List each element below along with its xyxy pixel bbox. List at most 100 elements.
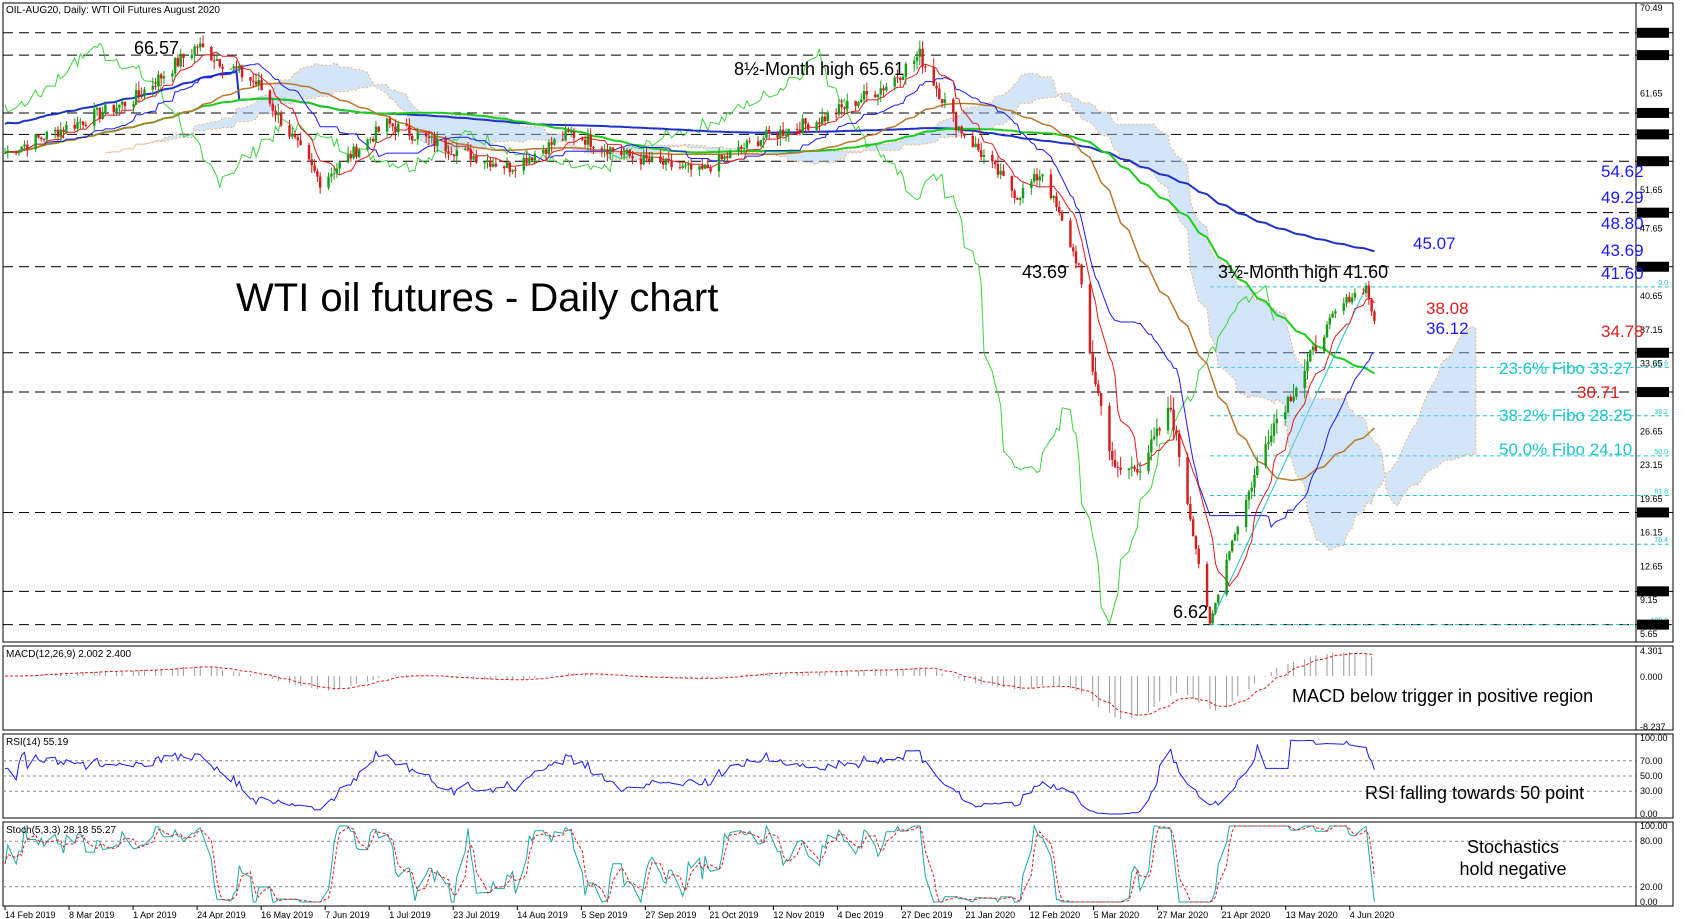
candle-body [483,162,486,164]
price-tick-14: 33.65 [1640,359,1663,369]
candle-body [355,146,358,157]
candle-body [318,176,322,188]
candle-body [352,146,355,159]
candle-body [840,104,843,108]
candle-body [1289,396,1292,402]
candle-body [1049,174,1053,199]
candle-body [1166,407,1170,431]
candle-body [553,139,556,145]
candle-body [837,104,841,115]
candle-body [993,161,997,165]
candle-body [807,123,810,130]
candle-body [542,149,545,154]
candle-body [274,110,277,116]
price-tick-17: 23.15 [1640,460,1663,470]
label-support-3071: 30.71 [1577,383,1620,402]
candle-body [1247,491,1251,501]
price-tick-box-15 [1637,387,1669,398]
candle-body [1155,428,1159,437]
label-tenkan-value: 38.08 [1426,299,1469,318]
price-tick-box-6 [1637,156,1669,167]
candle-body [609,147,612,155]
candle-body [62,129,65,133]
candle-body [1041,174,1044,177]
candle-body [586,134,590,145]
price-tick-box-8 [1637,207,1669,218]
candle-body [430,136,433,139]
candle-body [1348,296,1351,303]
candle-body [963,133,966,136]
candle-body [405,124,408,126]
candle-body [1267,442,1270,445]
candle-body [873,94,877,98]
label-sma200-value: 45.07 [1413,234,1456,253]
candle-body [1208,606,1212,624]
candle-body [1077,263,1081,265]
candle-body [762,137,765,141]
time-tick-3: 24 Apr 2019 [197,910,246,919]
candle-body [330,173,333,177]
candle-body [689,164,693,170]
candle-body [137,90,141,96]
candle-body [388,118,392,124]
candle-body [123,101,127,107]
candle-body [410,135,414,141]
candle-body [860,99,863,103]
stoch-tick-3: 0.00 [1640,897,1658,907]
label-kijun-value: 36.12 [1426,319,1469,338]
candle-body [1370,299,1373,312]
candle-body [974,143,977,148]
candle-body [611,147,615,151]
candle-body [235,66,238,69]
candle-body [447,151,450,155]
price-tick-16: 26.65 [1640,426,1663,436]
candle-body [979,150,983,157]
price-tick-21: 12.65 [1640,561,1663,571]
candle-body [533,153,537,161]
stoch-label: Stoch(5,3,3) 28.18 55.27 [6,825,117,836]
candle-body [767,129,771,134]
candle-body [1256,465,1259,476]
candle-body [503,166,506,169]
candle-body [795,129,799,131]
candle-body [1353,292,1357,298]
candle-body [190,54,194,58]
candle-body [798,129,802,133]
candle-body [1088,284,1092,354]
stochastic-panel: 100.00 80.00 20.00 0.00 [3,821,1668,907]
candle-body [101,113,104,119]
candle-body [737,146,740,152]
candle-body [1331,313,1334,318]
candle-body [1283,412,1287,419]
candle-body [23,144,26,147]
candle-body [1169,407,1173,410]
candle-body [820,116,824,125]
candle-body [567,130,570,132]
candle-body [397,124,400,133]
candle-body [899,77,902,80]
candle-body [709,168,712,172]
candle-body [394,126,397,133]
candle-body [1191,519,1195,537]
candle-body [1373,311,1376,321]
candle-body [756,141,760,146]
candle-body [115,107,118,113]
candle-body [98,107,102,119]
candle-body [489,160,492,167]
candle-body [277,112,280,116]
candle-body [954,113,958,131]
candle-body [349,154,353,159]
candle-body [1306,361,1309,372]
chikou-line [4,42,1275,625]
price-tick-22: 10.07 [1640,586,1663,596]
candle-body [299,140,302,146]
candle-body [893,77,896,87]
candle-body [687,164,690,166]
annotation-recent-high: 3½-Month high 41.60 [1218,262,1388,282]
macd-signal-line [5,653,1375,716]
price-tick-23: 9.15 [1640,595,1658,605]
candle-body [257,80,261,85]
candle-body [628,149,631,157]
candle-body [1275,418,1279,424]
candle-body [232,66,235,69]
